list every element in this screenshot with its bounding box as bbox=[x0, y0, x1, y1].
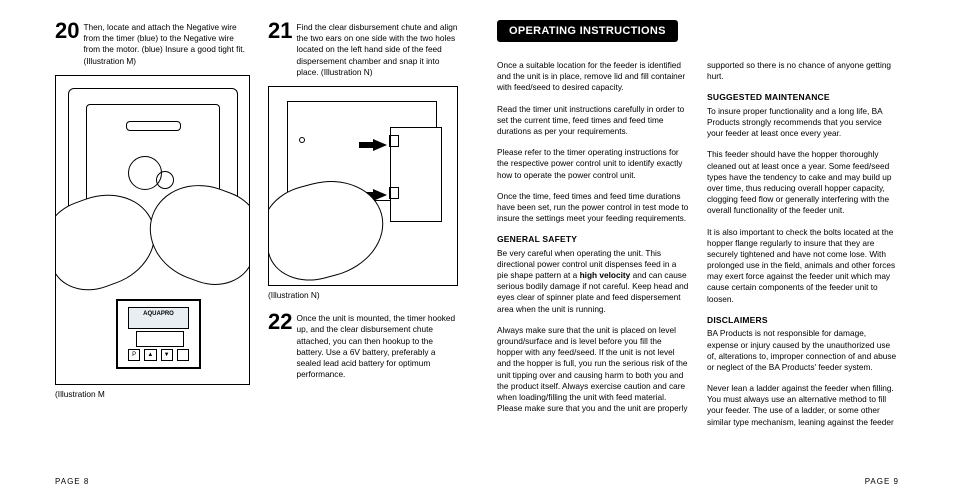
operating-instructions-header: OPERATING INSTRUCTIONS bbox=[497, 20, 678, 42]
page-number-9: PAGE 9 bbox=[865, 477, 899, 486]
suggested-maintenance-heading: SUGGESTED MAINTENANCE bbox=[707, 92, 899, 103]
timer-unit-icon: AQUAPRO P ▲ ▼ bbox=[116, 299, 201, 369]
illustration-n bbox=[268, 86, 458, 286]
step-21: 21 Find the clear disbursement chute and… bbox=[268, 20, 458, 78]
timer-btn-p: P bbox=[128, 349, 140, 361]
step-22-number: 22 bbox=[268, 311, 296, 380]
step-22: 22 Once the unit is mounted, the timer h… bbox=[268, 311, 458, 380]
general-safety-heading: GENERAL SAFETY bbox=[497, 234, 689, 245]
right-columns: Once a suitable location for the feeder … bbox=[497, 60, 899, 438]
timer-btn-down: ▼ bbox=[161, 349, 173, 361]
left-col-1: 20 Then, locate and attach the Negative … bbox=[55, 20, 250, 400]
page-9: OPERATING INSTRUCTIONS Once a suitable l… bbox=[477, 0, 954, 500]
gs-text-b: high velocity bbox=[580, 270, 631, 280]
timer-brand-label: AQUAPRO bbox=[128, 307, 189, 329]
timer-btn-blank bbox=[177, 349, 189, 361]
left-col-2: 21 Find the clear disbursement chute and… bbox=[268, 20, 458, 400]
left-columns: 20 Then, locate and attach the Negative … bbox=[55, 20, 457, 400]
step-22-text: Once the unit is mounted, the timer hook… bbox=[296, 311, 458, 380]
right-col-1: Once a suitable location for the feeder … bbox=[497, 60, 689, 438]
step-20: 20 Then, locate and attach the Negative … bbox=[55, 20, 250, 67]
disclaimer-p1: BA Products is not responsible for damag… bbox=[707, 328, 899, 373]
step-21-text: Find the clear disbursement chute and al… bbox=[296, 20, 458, 78]
step-20-text: Then, locate and attach the Negative wir… bbox=[83, 20, 250, 67]
timer-btn-up: ▲ bbox=[144, 349, 156, 361]
disclaimers-heading: DISCLAIMERS bbox=[707, 315, 899, 326]
intro-p3: Please refer to the timer operating inst… bbox=[497, 147, 689, 181]
disclaimer-p2: Never lean a ladder against the feeder w… bbox=[707, 383, 899, 428]
right-col-2: supported so there is no chance of anyon… bbox=[707, 60, 899, 438]
step-20-number: 20 bbox=[55, 20, 83, 67]
step-21-number: 21 bbox=[268, 20, 296, 78]
intro-p2: Read the timer unit instructions careful… bbox=[497, 104, 689, 138]
illustration-m-caption: (Illustration M bbox=[55, 389, 250, 400]
page-number-8: PAGE 8 bbox=[55, 477, 89, 486]
c2-p1: supported so there is no chance of anyon… bbox=[707, 60, 899, 82]
intro-p4: Once the time, feed times and feed time … bbox=[497, 191, 689, 225]
general-safety-p1: Be very careful when operating the unit.… bbox=[497, 248, 689, 315]
page-8: 20 Then, locate and attach the Negative … bbox=[0, 0, 477, 500]
arrow-icon bbox=[373, 139, 387, 151]
general-safety-p2: Always make sure that the unit is placed… bbox=[497, 325, 689, 415]
sm-p3: It is also important to check the bolts … bbox=[707, 227, 899, 305]
illustration-n-caption: (Illustration N) bbox=[268, 290, 458, 301]
sm-p2: This feeder should have the hopper thoro… bbox=[707, 149, 899, 216]
illustration-m: AQUAPRO P ▲ ▼ bbox=[55, 75, 250, 385]
sm-p1: To insure proper functionality and a lon… bbox=[707, 106, 899, 140]
intro-p1: Once a suitable location for the feeder … bbox=[497, 60, 689, 94]
